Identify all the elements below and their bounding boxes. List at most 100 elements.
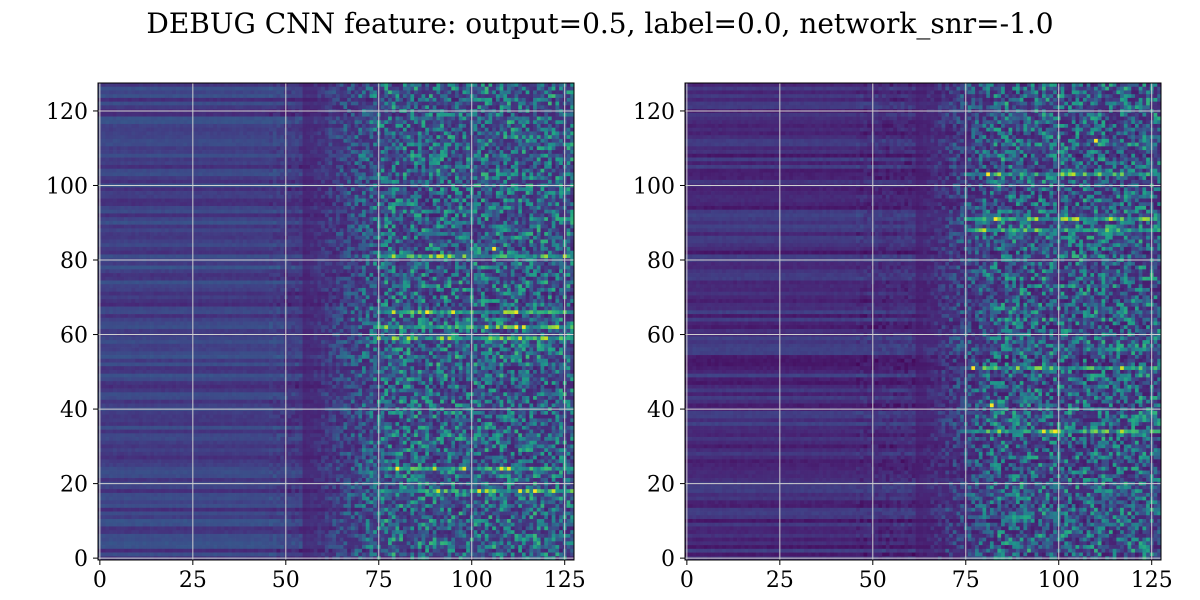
left-heatmap-cell [221, 180, 225, 184]
left-heatmap-cell [321, 124, 325, 128]
left-heatmap-cell [340, 213, 344, 217]
left-heatmap-cell [440, 221, 444, 225]
left-heatmap-cell [422, 105, 426, 109]
left-heatmap-cell [440, 135, 444, 139]
left-heatmap-cell [180, 206, 184, 210]
left-heatmap-cell [299, 210, 303, 214]
left-heatmap-cell [295, 195, 299, 199]
left-heatmap-cell [303, 161, 307, 165]
left-heatmap-cell [217, 102, 221, 106]
left-heatmap-cell [418, 150, 422, 154]
left-heatmap-cell [269, 120, 273, 124]
left-heatmap-cell [336, 221, 340, 225]
left-heatmap-cell [336, 169, 340, 173]
left-heatmap-cell [158, 128, 162, 132]
left-heatmap-cell [221, 102, 225, 106]
left-heatmap-cell [541, 98, 545, 102]
left-heatmap-cell [433, 120, 437, 124]
left-heatmap-cell [392, 146, 396, 150]
left-heatmap-cell [418, 191, 422, 195]
left-heatmap-cell [295, 176, 299, 180]
left-heatmap-cell [541, 187, 545, 191]
left-heatmap-cell [120, 83, 124, 87]
left-heatmap-cell [474, 180, 478, 184]
left-heatmap-cell [492, 154, 496, 158]
left-heatmap-cell [414, 87, 418, 91]
left-heatmap-cell [217, 199, 221, 203]
left-heatmap-cell [522, 150, 526, 154]
left-heatmap-cell [358, 206, 362, 210]
left-heatmap-cell [187, 131, 191, 135]
left-heatmap-cell [373, 191, 377, 195]
left-heatmap-cell [373, 210, 377, 214]
left-heatmap-cell [195, 143, 199, 147]
left-heatmap-cell [392, 176, 396, 180]
left-heatmap-cell [355, 90, 359, 94]
left-heatmap-cell [492, 161, 496, 165]
left-heatmap-cell [418, 210, 422, 214]
left-heatmap-cell [332, 154, 336, 158]
left-heatmap-cell [310, 165, 314, 169]
left-heatmap-cell [254, 180, 258, 184]
left-heatmap-cell [332, 202, 336, 206]
left-heatmap-cell [511, 146, 515, 150]
left-heatmap-cell [265, 94, 269, 98]
left-heatmap-cell [343, 199, 347, 203]
left-heatmap-cell [187, 206, 191, 210]
left-heatmap-cell [195, 213, 199, 217]
left-heatmap-cell [355, 83, 359, 87]
left-heatmap-cell [507, 221, 511, 225]
left-heatmap-cell [217, 124, 221, 128]
left-heatmap-cell [496, 199, 500, 203]
left-heatmap-cell [165, 206, 169, 210]
left-heatmap-cell [236, 202, 240, 206]
left-heatmap-cell [250, 187, 254, 191]
left-heatmap-cell [567, 199, 571, 203]
left-heatmap-cell [202, 146, 206, 150]
left-heatmap-cell [522, 169, 526, 173]
left-heatmap-cell [526, 154, 530, 158]
left-heatmap-cell [306, 102, 310, 106]
left-heatmap-cell [146, 124, 150, 128]
left-heatmap-cell [511, 169, 515, 173]
left-heatmap-cell [236, 195, 240, 199]
left-heatmap-cell [448, 169, 452, 173]
left-heatmap-cell [429, 135, 433, 139]
left-heatmap-cell [165, 221, 169, 225]
left-heatmap-cell [485, 135, 489, 139]
left-heatmap-cell [224, 87, 228, 91]
left-heatmap-cell [433, 169, 437, 173]
left-heatmap-cell [555, 150, 559, 154]
left-heatmap-cell [195, 105, 199, 109]
left-heatmap-cell [317, 131, 321, 135]
left-heatmap-cell [210, 146, 214, 150]
left-heatmap-cell [109, 98, 113, 102]
left-heatmap-cell [262, 217, 266, 221]
left-heatmap-cell [303, 83, 307, 87]
left-heatmap-cell [355, 135, 359, 139]
left-heatmap-cell [488, 172, 492, 176]
left-heatmap-cell [299, 154, 303, 158]
left-heatmap-cell [113, 143, 117, 147]
left-heatmap-cell [381, 113, 385, 117]
left-heatmap-cell [262, 158, 266, 162]
left-heatmap-cell [176, 139, 180, 143]
left-heatmap-cell [462, 172, 466, 176]
left-heatmap-cell [477, 124, 481, 128]
left-heatmap-cell [429, 169, 433, 173]
left-heatmap-cell [503, 202, 507, 206]
left-heatmap-cell [462, 98, 466, 102]
left-heatmap-cell [195, 180, 199, 184]
left-heatmap-cell [232, 150, 236, 154]
left-heatmap-cell [109, 143, 113, 147]
left-heatmap-cell [295, 135, 299, 139]
left-heatmap-cell [507, 210, 511, 214]
left-heatmap-cell [500, 154, 504, 158]
left-heatmap-cell [269, 169, 273, 173]
left-heatmap-cell [511, 210, 515, 214]
left-heatmap-cell [343, 158, 347, 162]
left-heatmap-cell [381, 135, 385, 139]
left-heatmap-cell [176, 165, 180, 169]
left-heatmap-cell [347, 98, 351, 102]
left-heatmap-cell [362, 169, 366, 173]
